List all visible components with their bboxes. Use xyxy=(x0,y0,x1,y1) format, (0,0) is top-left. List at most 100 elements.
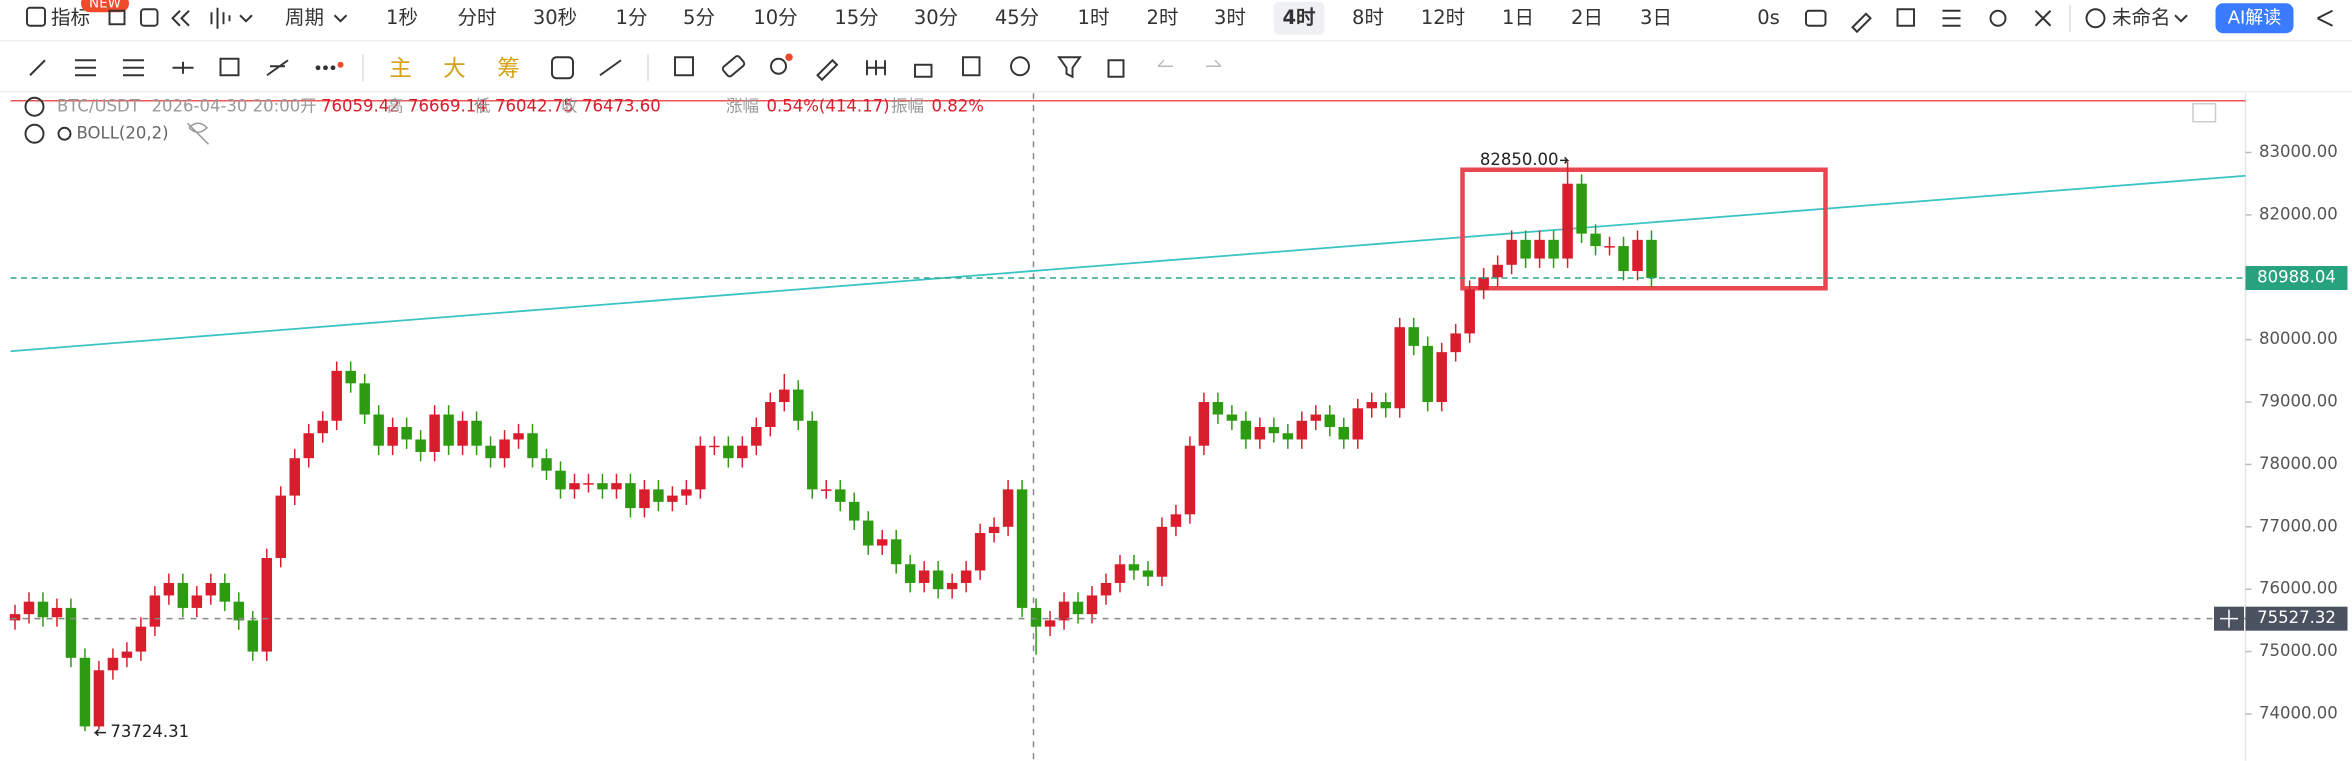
candle-body xyxy=(960,570,972,583)
export-icon[interactable] xyxy=(1896,8,1915,27)
ruler-icon[interactable] xyxy=(721,55,746,78)
tool-icon[interactable] xyxy=(674,56,694,77)
candle-body xyxy=(303,433,314,459)
replay-icon[interactable] xyxy=(171,10,190,27)
template-icon[interactable] xyxy=(108,9,126,26)
more-dot[interactable] xyxy=(330,65,336,71)
interval-button[interactable]: 3日 xyxy=(1640,6,1672,29)
candle-body xyxy=(135,626,147,652)
interval-button[interactable]: 10分 xyxy=(753,6,797,29)
period-button[interactable]: 周期 xyxy=(285,6,324,29)
candle-body xyxy=(261,558,273,652)
more-dot[interactable] xyxy=(323,65,328,71)
interval-button[interactable]: 分时 xyxy=(457,6,496,29)
draw-icon[interactable] xyxy=(1851,12,1872,34)
interval-button[interactable]: 1秒 xyxy=(386,6,418,29)
ai-button-bg[interactable] xyxy=(2215,3,2294,34)
candle-body xyxy=(1338,427,1350,440)
layout-dropdown[interactable] xyxy=(2174,14,2188,23)
share-icon[interactable] xyxy=(2317,9,2333,27)
indicator-button[interactable]: 指标 xyxy=(51,6,90,29)
compare-icon[interactable] xyxy=(140,8,159,27)
candle-body xyxy=(1380,402,1391,409)
interval-button[interactable]: 1时 xyxy=(1078,6,1110,29)
info-open-label: 开 xyxy=(300,96,317,115)
candle-body xyxy=(1114,564,1126,583)
parallel-tool[interactable] xyxy=(75,59,96,77)
interval-button[interactable]: 1日 xyxy=(1502,6,1534,29)
snapshot-icon[interactable] xyxy=(1805,9,1827,27)
chip-button[interactable]: 筹 xyxy=(497,56,520,82)
candle-body xyxy=(1534,239,1545,259)
candle-body xyxy=(513,433,524,440)
visibility-icon[interactable] xyxy=(186,122,210,145)
tool-icon[interactable] xyxy=(599,59,622,77)
layout-name[interactable]: 未命名 xyxy=(2112,6,2171,29)
collapse-toggle[interactable] xyxy=(24,96,45,117)
min-arrow xyxy=(93,729,106,737)
candle-body xyxy=(37,601,49,618)
tool-icon[interactable] xyxy=(866,60,886,76)
tool-icon[interactable] xyxy=(551,56,574,80)
more-dot[interactable] xyxy=(315,65,321,71)
interval-button[interactable]: 8时 xyxy=(1352,6,1384,29)
line-tool[interactable] xyxy=(29,59,46,76)
candle-body xyxy=(1156,526,1168,577)
candle-body xyxy=(219,582,231,602)
candle-body xyxy=(527,433,538,459)
interval-button[interactable]: 5分 xyxy=(683,6,715,29)
collapse-icon[interactable] xyxy=(2192,102,2217,123)
interval-button[interactable]: 2日 xyxy=(1571,6,1603,29)
interval-button[interactable]: 1分 xyxy=(616,6,648,29)
candle-body xyxy=(1604,246,1615,248)
undo-icon[interactable] xyxy=(1157,59,1173,67)
tool-icon[interactable] xyxy=(962,56,981,77)
tool-icon[interactable] xyxy=(1010,56,1030,77)
collapse-toggle[interactable] xyxy=(24,123,45,144)
interval-button[interactable]: 30分 xyxy=(914,6,958,29)
lock-icon[interactable] xyxy=(914,63,933,78)
interval-button[interactable]: 30秒 xyxy=(533,6,577,29)
new-badge: NEW xyxy=(89,0,121,11)
redo-icon[interactable] xyxy=(1206,59,1222,67)
crosshair-tag: 75527.32 xyxy=(2257,608,2336,627)
settings-icon[interactable] xyxy=(1989,9,2007,27)
filter-icon[interactable] xyxy=(1057,56,1082,79)
candle-body xyxy=(807,420,818,490)
fullscreen-icon[interactable] xyxy=(2034,10,2052,27)
big-order-button[interactable]: 大 xyxy=(443,56,466,82)
crosshair-tag-bg xyxy=(2245,606,2348,631)
chart-type-icon[interactable] xyxy=(210,7,231,29)
interval-button[interactable]: 3时 xyxy=(1214,6,1246,29)
bell-icon[interactable] xyxy=(57,126,72,141)
interval-button[interactable]: 12时 xyxy=(1421,6,1465,29)
candle-body xyxy=(107,657,119,671)
candle-body xyxy=(1198,402,1210,446)
candle-body xyxy=(1422,345,1433,403)
interval-button[interactable]: 15分 xyxy=(834,6,878,29)
candle-body xyxy=(555,470,566,490)
channel-tool[interactable] xyxy=(123,59,144,77)
magnet-icon[interactable] xyxy=(816,58,839,82)
candle-body xyxy=(1352,408,1364,440)
chart-type-dropdown[interactable] xyxy=(239,14,253,23)
candle-body xyxy=(331,370,342,421)
zoom-icon[interactable] xyxy=(770,57,787,75)
fib-tool[interactable] xyxy=(266,59,289,77)
hline-tool[interactable] xyxy=(172,61,194,74)
period-dropdown[interactable] xyxy=(333,14,348,23)
ai-button[interactable]: AI解读 xyxy=(2228,7,2282,28)
interval-button[interactable]: 2时 xyxy=(1147,6,1179,29)
candle-body xyxy=(667,495,678,502)
rect-tool[interactable] xyxy=(219,57,240,77)
max-price-label: 82850.00 xyxy=(1480,150,1559,169)
interval-button[interactable]: 45分 xyxy=(995,6,1039,29)
candle-body xyxy=(862,520,874,546)
candle-body xyxy=(1184,445,1196,515)
main-force-button[interactable]: 主 xyxy=(389,56,412,82)
countdown[interactable]: 0s xyxy=(1757,6,1780,29)
list-icon[interactable] xyxy=(1942,9,1961,27)
interval-button[interactable]: 4时 xyxy=(1282,6,1316,29)
candle-body xyxy=(1646,239,1657,279)
delete-icon[interactable] xyxy=(1107,59,1125,78)
